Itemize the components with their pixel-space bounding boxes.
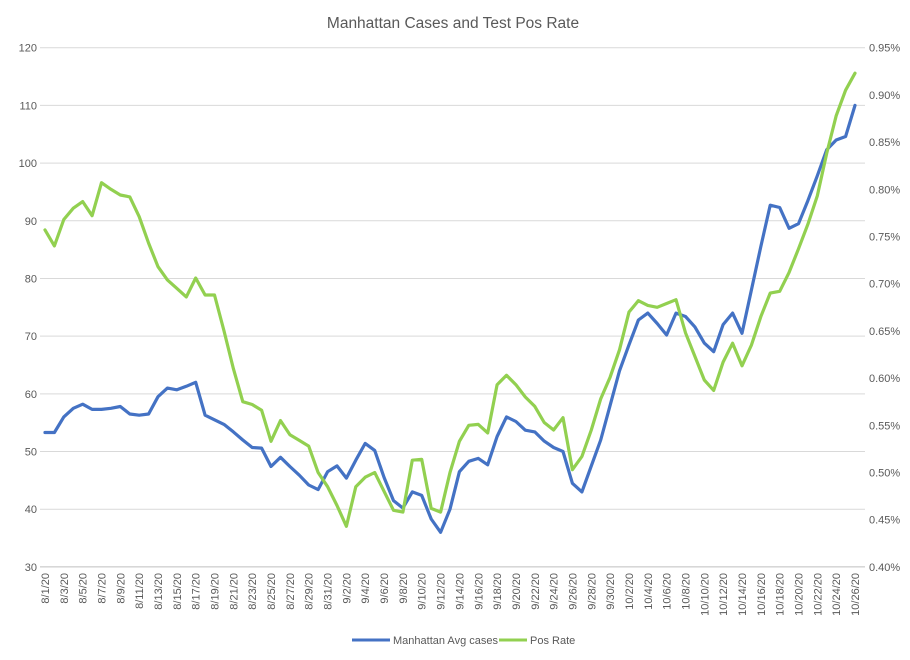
x-axis-tick-label: 9/14/20 [454, 573, 466, 610]
left-axis-tick-label: 90 [25, 216, 37, 228]
x-axis-tick-label: 9/20/20 [511, 573, 523, 610]
right-axis-tick-label: 0.90% [869, 90, 900, 102]
x-axis-tick-label: 8/15/20 [172, 573, 184, 610]
left-axis-tick-label: 40 [25, 504, 37, 516]
gridlines [40, 47, 865, 568]
x-axis-tick-label: 8/19/20 [210, 573, 222, 610]
x-axis-tick-label: 8/31/20 [323, 573, 335, 610]
legend-label-pos-rate: Pos Rate [530, 635, 575, 647]
x-axis-tick-label: 8/13/20 [153, 573, 165, 610]
left-axis-labels: 30 40 50 60 70 80 90 100 110 120 [19, 43, 37, 574]
x-axis-tick-label: 8/29/20 [304, 573, 316, 610]
left-axis-tick-label: 120 [19, 43, 37, 55]
legend-label-manhattan-avg-cases: Manhattan Avg cases [393, 635, 498, 647]
right-axis-tick-label: 0.95% [869, 43, 900, 55]
left-axis-tick-label: 80 [25, 273, 37, 285]
series-line-manhattan-avg-cases [43, 103, 857, 534]
x-axis-tick-label: 9/18/20 [492, 573, 504, 610]
x-axis-tick-label: 9/26/20 [567, 573, 579, 610]
right-axis-tick-label: 0.65% [869, 326, 900, 338]
series-line-pos-rate [43, 71, 857, 528]
chart-title: Manhattan Cases and Test Pos Rate [327, 15, 579, 32]
left-axis-tick-label: 30 [25, 562, 37, 574]
x-axis-tick-label: 10/4/20 [643, 573, 655, 610]
right-axis-tick-label: 0.45% [869, 515, 900, 527]
x-axis-tick-label: 8/27/20 [285, 573, 297, 610]
x-axis-tick-label: 10/14/20 [737, 573, 749, 616]
x-axis-tick-label: 9/2/20 [341, 573, 353, 604]
x-axis-tick-label: 10/22/20 [812, 573, 824, 616]
right-axis-tick-label: 0.80% [869, 184, 900, 196]
x-axis-tick-label: 8/1/20 [40, 573, 52, 604]
x-axis-tick-label: 10/6/20 [662, 573, 674, 610]
x-axis-tick-label: 9/22/20 [530, 573, 542, 610]
right-axis-tick-label: 0.60% [869, 373, 900, 385]
x-axis-tick-label: 9/30/20 [605, 573, 617, 610]
left-axis-tick-label: 70 [25, 331, 37, 343]
x-axis-tick-label: 9/28/20 [586, 573, 598, 610]
x-axis-tick-label: 9/16/20 [473, 573, 485, 610]
x-axis-tick-label: 10/8/20 [680, 573, 692, 610]
left-axis-tick-label: 100 [19, 158, 37, 170]
left-axis-tick-label: 50 [25, 447, 37, 459]
left-axis-tick-label: 60 [25, 389, 37, 401]
x-axis-tick-label: 9/4/20 [360, 573, 372, 604]
x-axis-tick-label: 10/20/20 [793, 573, 805, 616]
x-axis-tick-label: 9/8/20 [398, 573, 410, 604]
x-axis-tick-label: 10/18/20 [775, 573, 787, 616]
x-axis-tick-label: 8/7/20 [97, 573, 109, 604]
left-axis-tick-label: 110 [19, 100, 37, 112]
x-axis-tick-label: 8/23/20 [247, 573, 259, 610]
x-axis-tick-label: 10/24/20 [831, 573, 843, 616]
x-axis-tick-label: 9/10/20 [417, 573, 429, 610]
right-axis-tick-label: 0.50% [869, 468, 900, 480]
x-axis-tick-label: 8/5/20 [78, 573, 90, 604]
x-axis-tick-label: 8/11/20 [134, 573, 146, 609]
legend: Manhattan Avg cases Pos Rate [352, 635, 575, 647]
right-axis-tick-label: 0.40% [869, 562, 900, 574]
x-axis-tick-label: 9/12/20 [436, 573, 448, 610]
x-axis-tick-label: 8/21/20 [228, 573, 240, 610]
x-axis-tick-label: 8/17/20 [191, 573, 203, 610]
x-axis-tick-label: 10/12/20 [718, 573, 730, 616]
x-axis-tick-label: 9/6/20 [379, 573, 391, 604]
x-axis-tick-label: 9/24/20 [549, 573, 561, 610]
series-lines [43, 71, 857, 534]
x-axis-tick-label: 10/2/20 [624, 573, 636, 610]
right-axis-tick-label: 0.55% [869, 420, 900, 432]
right-axis-tick-label: 0.85% [869, 137, 900, 149]
x-axis-tick-label: 10/26/20 [850, 573, 862, 616]
x-axis-labels: 8/1/20 8/3/20 8/5/20 8/7/20 8/9/20 8/11/20 8/1… [40, 573, 862, 616]
right-axis-tick-label: 0.75% [869, 232, 900, 244]
right-axis-tick-label: 0.70% [869, 279, 900, 291]
right-axis-labels: 0.40% 0.45% 0.50% 0.55% 0.60% 0.65% 0.70% 0.75%… [869, 43, 900, 574]
x-axis-tick-label: 8/25/20 [266, 573, 278, 610]
x-axis-tick-label: 10/10/20 [699, 573, 711, 616]
x-axis-tick-label: 8/3/20 [59, 573, 71, 604]
x-axis-tick-label: 10/16/20 [756, 573, 768, 616]
x-axis-tick-label: 8/9/20 [115, 573, 127, 604]
